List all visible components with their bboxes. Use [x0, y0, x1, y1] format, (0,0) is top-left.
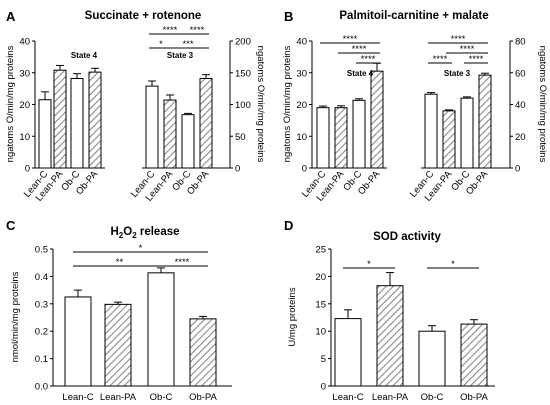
- panel-b-ytick-label-right: 60: [515, 68, 526, 79]
- panel-b-bar: [460, 97, 474, 169]
- panel-d-significance-label: *: [451, 259, 455, 270]
- panel-a-ytick-label-right: 200: [235, 37, 251, 48]
- panel-a-bar: [199, 77, 213, 169]
- panel-b-significance-label: ****: [361, 54, 376, 65]
- panel-c-bar: [64, 296, 92, 387]
- panel-b-significance-label: ****: [451, 34, 466, 45]
- panel-c-xtick-label: Lean-C: [62, 392, 93, 403]
- panel-d-bar: [460, 323, 488, 387]
- panel-c-ytick-label-left: 0.2: [35, 327, 48, 338]
- panel-a-significance-label: ****: [190, 25, 205, 36]
- panel-a-ytick-label-left: 40: [19, 37, 30, 48]
- panel-d-bar: [334, 318, 362, 387]
- panel-b-bar: [478, 74, 492, 169]
- panel-a-ytick-label-left: 30: [19, 68, 30, 79]
- panel-c-xtick-label: Lean-PA: [100, 392, 137, 403]
- panel-c-bar: [147, 272, 175, 387]
- panel-b-bar: [424, 93, 438, 169]
- panel-b-significance-label: ****: [460, 44, 475, 55]
- panel-a-title: Succinate + rotenone: [85, 10, 202, 22]
- panel-d-ytick-label-left: 10: [315, 327, 326, 338]
- panel-a-ytick-label-right: 150: [235, 68, 251, 79]
- panel-a-ylabel-right: ngatoms O/min/mg proteins: [255, 46, 266, 163]
- panel-d-ytick-label-left: 15: [315, 299, 326, 310]
- panel-b-ytick-label-left: 30: [296, 68, 307, 79]
- panel-a-bar: [38, 99, 52, 169]
- panel-b-ylabel-left: ngatoms O/min/mg proteins: [282, 45, 293, 162]
- panel-b-bar: [370, 70, 384, 169]
- panel-a-ytick-label-left: 0: [25, 164, 30, 175]
- panel-d-ytick-label-left: 25: [315, 245, 326, 256]
- panel-b-bar: [442, 110, 456, 169]
- panel-c-ytick-label-left: 0.1: [35, 354, 48, 365]
- panel-c-significance-label: *: [139, 243, 143, 254]
- panel-b-significance-label: ****: [343, 34, 358, 45]
- panel-d-xtick-label: Lean-PA: [372, 392, 409, 403]
- panel-d-xtick-label: Ob-PA: [460, 392, 488, 403]
- panel-b-ytick-label-left: 0: [302, 164, 307, 175]
- panel-a-state3-label: State 3: [167, 51, 194, 60]
- panel-b-ytick-label-right: 80: [515, 37, 526, 48]
- panel-a-ytick-label-left: 10: [19, 132, 30, 143]
- panel-b-bar: [334, 107, 348, 169]
- panel-a-bar: [181, 114, 195, 169]
- panel-b-ytick-label-right: 0: [515, 164, 520, 175]
- panel-c-title: H2O2 release: [110, 226, 179, 240]
- panel-d-ylabel: U/mg proteins: [287, 287, 298, 346]
- panel-letter-d: D: [284, 218, 293, 233]
- panel-b-ylabel-right: ngatoms O/min/mg proteins: [537, 46, 548, 163]
- panel-a-significance-label: *: [159, 39, 163, 50]
- panel-c-xtick-label: Ob-C: [150, 392, 173, 403]
- panel-a-ylabel-left: ngatoms O/min/mg proteins: [5, 45, 16, 162]
- panel-d-ytick-label-left: 20: [315, 272, 326, 283]
- panel-b-title: Palmitoil-carnitine + malate: [339, 10, 488, 22]
- panel-a-bar: [70, 77, 84, 169]
- panel-b-state4-label: State 4: [347, 69, 374, 78]
- panel-b-significance-label: ****: [433, 54, 448, 65]
- panel-a-state4-label: State 4: [71, 51, 98, 60]
- panel-b-ytick-label-left: 10: [296, 132, 307, 143]
- panel-d-xtick-label: Ob-C: [421, 392, 444, 403]
- panel-c-significance-label: **: [116, 257, 124, 268]
- panel-b-bar: [352, 99, 366, 169]
- panel-a-bar: [88, 71, 102, 169]
- panel-d-xtick-label: Lean-C: [332, 392, 363, 403]
- panel-a-bar: [145, 85, 159, 169]
- panel-c-ytick-label-left: 0.4: [35, 272, 48, 283]
- panel-b-ytick-label-left: 40: [296, 37, 307, 48]
- panel-c-significance-label: ****: [175, 257, 190, 268]
- panel-d-ytick-label-left: 0: [321, 382, 326, 393]
- panel-c-ytick-label-left: 0.3: [35, 299, 48, 310]
- panel-b-ytick-label-left: 20: [296, 100, 307, 111]
- panel-a-significance-label: ***: [182, 39, 193, 50]
- panel-a-significance-label: ****: [163, 25, 178, 36]
- panel-a-ytick-label-right: 50: [235, 132, 246, 143]
- panel-b-ytick-label-right: 20: [515, 132, 526, 143]
- panel-b-significance-label: ****: [469, 54, 484, 65]
- panel-b-significance-label: ****: [352, 44, 367, 55]
- panel-a-ytick-label-left: 20: [19, 100, 30, 111]
- panel-d-bar: [418, 330, 446, 387]
- panel-letter-c: C: [6, 218, 16, 233]
- panel-c-ylabel: nmol/min/mg proteins: [10, 271, 21, 362]
- panel-c-bar: [104, 303, 132, 387]
- panel-b-ytick-label-right: 40: [515, 100, 526, 111]
- panel-c-bar: [189, 318, 217, 387]
- panel-d-title: SOD activity: [373, 231, 441, 243]
- panel-d-bar: [376, 285, 404, 387]
- panel-a-ytick-label-right: 0: [235, 164, 240, 175]
- panel-letter-b: B: [284, 9, 293, 24]
- panel-d-significance-label: *: [367, 259, 371, 270]
- panel-c-xtick-label: Ob-PA: [189, 392, 217, 403]
- panel-d-ytick-label-left: 5: [321, 354, 326, 365]
- panel-a-ytick-label-right: 100: [235, 100, 251, 111]
- panel-a-bar: [163, 99, 177, 169]
- panel-c-ytick-label-left: 0.5: [35, 245, 48, 256]
- panel-b-state3-label: State 3: [444, 69, 471, 78]
- panel-a-bar: [53, 69, 67, 169]
- panel-b-bar: [316, 107, 330, 169]
- panel-c-ytick-label-left: 0.0: [35, 382, 48, 393]
- panel-letter-a: A: [6, 9, 16, 24]
